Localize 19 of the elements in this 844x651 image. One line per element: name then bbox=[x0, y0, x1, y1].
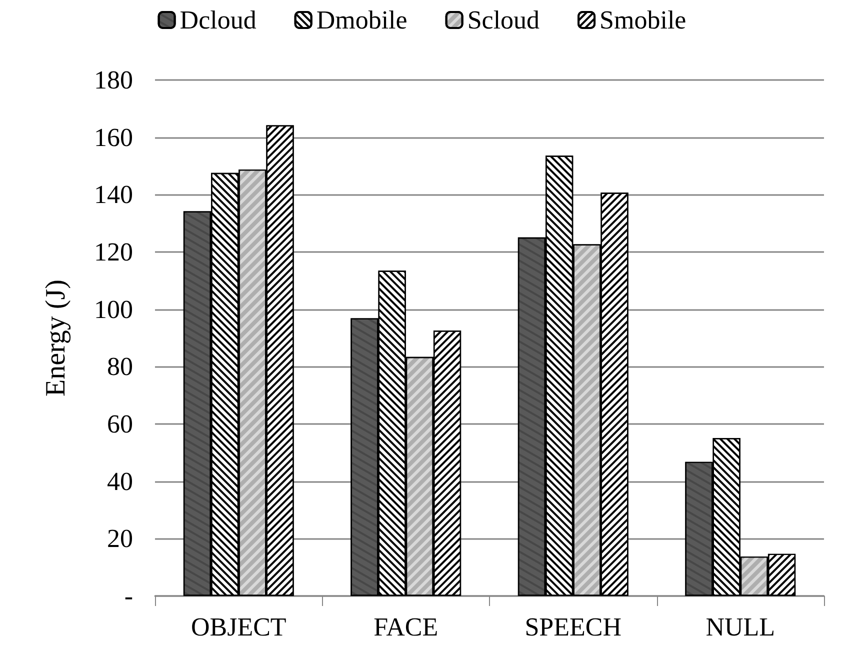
y-tick-label: 180 bbox=[94, 66, 133, 94]
y-axis-title: Energy (J) bbox=[40, 280, 72, 396]
x-tick-label: NULL bbox=[706, 612, 776, 642]
y-tick-label: 20 bbox=[107, 524, 133, 554]
x-tick-label: SPEECH bbox=[524, 612, 622, 642]
x-tick-label: FACE bbox=[374, 612, 438, 642]
y-tick-label: 60 bbox=[107, 410, 133, 438]
y-tick-label: 40 bbox=[107, 466, 133, 496]
x-tick-label: OBJECT bbox=[190, 612, 286, 642]
y-tick-label: 160 bbox=[94, 122, 133, 152]
legend-label: Scloud bbox=[467, 6, 540, 34]
legend-label: Dcloud bbox=[180, 6, 256, 34]
y-tick-label: 120 bbox=[94, 238, 133, 266]
legend-label: Dmobile bbox=[316, 6, 408, 34]
y-tick-label: 80 bbox=[107, 352, 133, 382]
legend-label: Smobile bbox=[600, 6, 686, 34]
y-tick-label: 140 bbox=[94, 180, 133, 210]
y-tick-label: - bbox=[124, 582, 133, 610]
y-tick-label: 100 bbox=[94, 294, 133, 324]
